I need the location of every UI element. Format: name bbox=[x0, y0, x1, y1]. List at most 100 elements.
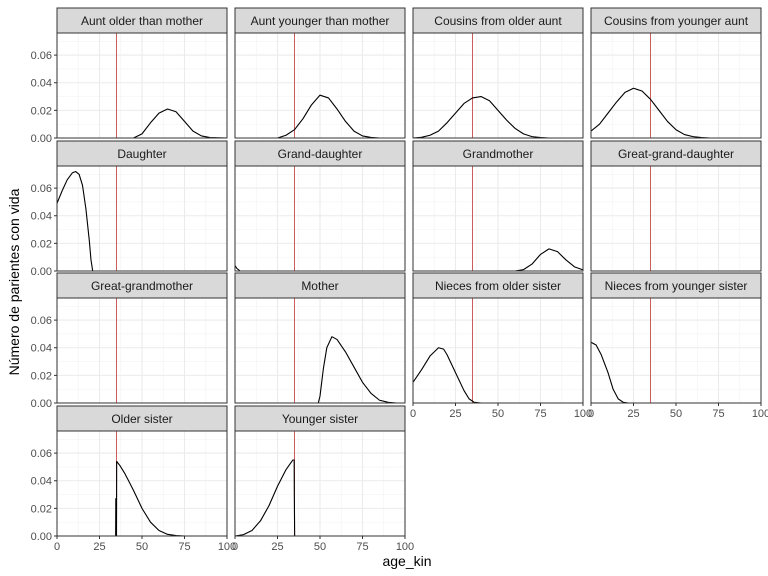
x-tick-label: 25 bbox=[271, 541, 283, 553]
facet-panel: Younger sister 0 25 50 75 100 bbox=[232, 405, 414, 553]
series-line bbox=[413, 248, 584, 272]
facet-strip bbox=[590, 140, 762, 167]
x-tick-label: 100 bbox=[574, 408, 592, 420]
facet-panel: Great-grand-daughter bbox=[590, 140, 762, 272]
facet-strip bbox=[56, 272, 228, 299]
y-tick-label: 0.04 bbox=[31, 476, 52, 488]
panel-border bbox=[56, 297, 228, 404]
facet-strip-label: Daughter bbox=[117, 147, 166, 161]
facet-strip-label: Grand-daughter bbox=[278, 147, 363, 161]
facet-strip-label: Cousins from older aunt bbox=[434, 14, 562, 28]
y-tick-label: 0.00 bbox=[31, 133, 52, 145]
facet-strip-label: Older sister bbox=[111, 412, 172, 426]
y-tick-label: 0.06 bbox=[31, 50, 52, 62]
y-tick-label: 0.00 bbox=[31, 398, 52, 410]
y-tick-label: 0.02 bbox=[31, 370, 52, 382]
x-tick-label: 75 bbox=[178, 541, 190, 553]
panel-border bbox=[56, 165, 228, 272]
x-tick-label: 100 bbox=[396, 541, 414, 553]
x-tick-label: 100 bbox=[218, 541, 236, 553]
y-tick-label: 0.06 bbox=[31, 183, 52, 195]
y-tick-label: 0.04 bbox=[31, 211, 52, 223]
facet-strip bbox=[234, 7, 406, 34]
facet-panel: Aunt older than mother 0.00 0.02 0.04 0.06 bbox=[31, 7, 228, 145]
y-tick-label: 0.00 bbox=[31, 266, 52, 278]
x-tick-label: 0 bbox=[54, 541, 60, 553]
facet-strip-label: Grandmother bbox=[463, 147, 534, 161]
x-tick-label: 0 bbox=[410, 408, 416, 420]
series-line bbox=[412, 347, 583, 404]
x-tick-label: 75 bbox=[534, 408, 546, 420]
x-tick-label: 50 bbox=[314, 541, 326, 553]
x-tick-label: 75 bbox=[356, 541, 368, 553]
y-tick-label: 0.02 bbox=[31, 105, 52, 117]
x-tick-label: 50 bbox=[670, 408, 682, 420]
panel-border bbox=[234, 297, 406, 404]
series-line bbox=[235, 94, 405, 139]
x-tick-label: 50 bbox=[136, 541, 148, 553]
y-tick-label: 0.02 bbox=[31, 238, 52, 250]
x-tick-label: 0 bbox=[232, 541, 238, 553]
facet-strip bbox=[412, 272, 584, 299]
facet-panel: Cousins from older aunt bbox=[412, 7, 584, 139]
facet-strip-label: Cousins from younger aunt bbox=[604, 14, 749, 28]
facet-panel: Nieces from older sister 0 25 50 75 100 bbox=[410, 272, 592, 420]
x-axis-title: age_kin bbox=[382, 553, 431, 569]
facet-strip-label: Mother bbox=[301, 279, 338, 293]
y-tick-label: 0.02 bbox=[31, 503, 52, 515]
y-tick-label: 0.00 bbox=[31, 531, 52, 543]
series-line bbox=[412, 96, 583, 139]
x-tick-label: 50 bbox=[492, 408, 504, 420]
panel-border bbox=[234, 32, 406, 139]
facet-strip-label: Nieces from older sister bbox=[435, 279, 561, 293]
facet-panel: Daughter 0.00 0.02 0.04 0.06 bbox=[31, 140, 228, 278]
facet-panels: Aunt older than mother0.000.020.040.06Au… bbox=[31, 7, 768, 553]
y-tick-label: 0.06 bbox=[31, 315, 52, 327]
facet-strip-label: Younger sister bbox=[282, 412, 358, 426]
facet-strip bbox=[412, 140, 584, 167]
x-tick-label: 0 bbox=[588, 408, 594, 420]
panel-border bbox=[412, 165, 584, 272]
x-tick-label: 25 bbox=[449, 408, 461, 420]
panel-border bbox=[590, 165, 762, 272]
x-tick-label: 100 bbox=[752, 408, 768, 420]
series-line bbox=[590, 87, 761, 139]
facet-strip bbox=[234, 140, 406, 167]
facet-strip bbox=[56, 7, 228, 34]
facet-panel: Nieces from younger sister 0 25 50 75 100 bbox=[588, 272, 768, 420]
series-line bbox=[57, 108, 228, 139]
facet-panel: Grandmother bbox=[412, 140, 584, 272]
facet-panel: Great-grandmother 0.00 0.02 0.04 0.06 bbox=[31, 272, 228, 410]
facet-strip-label: Aunt younger than mother bbox=[251, 14, 390, 28]
panel-border bbox=[590, 32, 762, 139]
x-tick-label: 25 bbox=[627, 408, 639, 420]
facet-strip bbox=[56, 140, 228, 167]
facet-strip bbox=[590, 7, 762, 34]
facet-strip-label: Great-grandmother bbox=[91, 279, 193, 293]
facet-strip bbox=[56, 405, 228, 432]
facet-strip bbox=[234, 405, 406, 432]
facet-strip-label: Great-grand-daughter bbox=[618, 147, 734, 161]
facet-strip-label: Aunt older than mother bbox=[81, 14, 203, 28]
y-tick-label: 0.04 bbox=[31, 343, 52, 355]
facet-strip bbox=[234, 272, 406, 299]
facet-panel: Aunt younger than mother bbox=[234, 7, 406, 139]
series-line bbox=[57, 460, 227, 537]
facet-panel: Cousins from younger aunt bbox=[590, 7, 762, 139]
y-tick-label: 0.04 bbox=[31, 78, 52, 90]
facet-panel: Mother bbox=[234, 272, 406, 404]
panel-border bbox=[56, 32, 228, 139]
facet-strip bbox=[412, 7, 584, 34]
x-tick-label: 75 bbox=[712, 408, 724, 420]
facet-strip-label: Nieces from younger sister bbox=[605, 279, 748, 293]
series-line bbox=[56, 170, 227, 272]
facet-panel: Older sister 0.00 0.02 0.04 0.06 0 25 50 75 100 bbox=[31, 405, 236, 553]
x-tick-label: 25 bbox=[93, 541, 105, 553]
series-line bbox=[235, 336, 405, 404]
panel-border bbox=[234, 165, 406, 272]
y-tick-label: 0.06 bbox=[31, 448, 52, 460]
facet-panel: Grand-daughter bbox=[234, 140, 406, 272]
y-axis-title: Número de parientes con vida bbox=[6, 188, 22, 375]
series-line bbox=[234, 459, 296, 537]
